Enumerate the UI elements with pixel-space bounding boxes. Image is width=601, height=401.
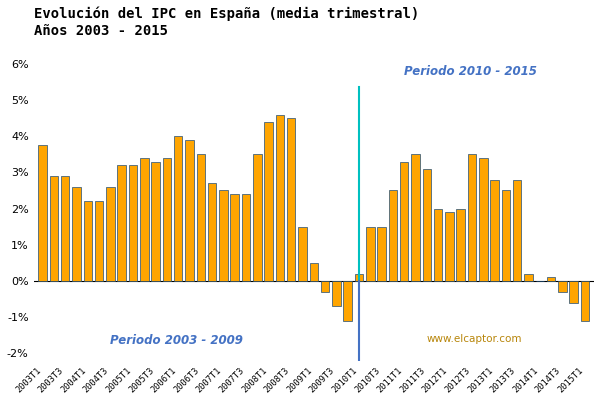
- Bar: [163, 158, 171, 281]
- Bar: [445, 212, 454, 281]
- Bar: [502, 190, 510, 281]
- Bar: [321, 281, 329, 292]
- Bar: [298, 227, 307, 281]
- Bar: [174, 136, 183, 281]
- Bar: [50, 176, 58, 281]
- Bar: [423, 169, 431, 281]
- Bar: [61, 176, 70, 281]
- Bar: [310, 263, 318, 281]
- Bar: [581, 281, 589, 321]
- Text: Periodo 2003 - 2009: Periodo 2003 - 2009: [111, 334, 243, 347]
- Bar: [457, 209, 465, 281]
- Bar: [468, 154, 476, 281]
- Bar: [524, 274, 532, 281]
- Bar: [276, 115, 284, 281]
- Bar: [332, 281, 341, 306]
- Bar: [570, 281, 578, 303]
- Bar: [129, 165, 137, 281]
- Bar: [253, 154, 261, 281]
- Text: www.elcaptor.com: www.elcaptor.com: [427, 334, 522, 344]
- Bar: [400, 162, 409, 281]
- Bar: [185, 140, 194, 281]
- Text: Evolución del IPC en España (media trimestral)
Años 2003 - 2015: Evolución del IPC en España (media trime…: [34, 7, 419, 38]
- Bar: [343, 281, 352, 321]
- Bar: [197, 154, 205, 281]
- Bar: [140, 158, 148, 281]
- Bar: [219, 190, 228, 281]
- Text: Periodo 2010 - 2015: Periodo 2010 - 2015: [404, 65, 537, 78]
- Bar: [287, 118, 296, 281]
- Bar: [389, 190, 397, 281]
- Bar: [377, 227, 386, 281]
- Bar: [366, 227, 374, 281]
- Bar: [547, 277, 555, 281]
- Bar: [479, 158, 487, 281]
- Bar: [558, 281, 567, 292]
- Bar: [513, 180, 522, 281]
- Bar: [38, 145, 47, 281]
- Bar: [117, 165, 126, 281]
- Bar: [72, 187, 81, 281]
- Bar: [434, 209, 442, 281]
- Bar: [230, 194, 239, 281]
- Bar: [106, 187, 115, 281]
- Bar: [242, 194, 250, 281]
- Bar: [208, 183, 216, 281]
- Bar: [84, 201, 92, 281]
- Bar: [151, 162, 160, 281]
- Bar: [264, 122, 273, 281]
- Bar: [355, 274, 363, 281]
- Bar: [95, 201, 103, 281]
- Bar: [490, 180, 499, 281]
- Bar: [411, 154, 419, 281]
